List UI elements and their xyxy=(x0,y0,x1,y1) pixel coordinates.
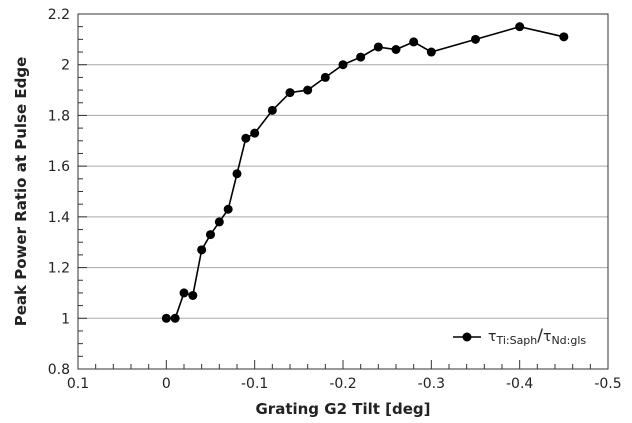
y-tick-labels: 0.8 1 1.2 1.4 1.6 1.8 2 2.2 xyxy=(48,7,70,378)
series-line xyxy=(166,25,564,320)
legend-tau-1: τ xyxy=(488,329,496,345)
tick-marks xyxy=(77,13,609,370)
data-point xyxy=(356,52,366,62)
data-point xyxy=(391,45,401,54)
x-tick-label: -0.2 xyxy=(329,376,356,392)
series-points xyxy=(161,22,569,323)
x-tick-labels: 0.1 0 -0.1 -0.2 -0.3 -0.4 -0.5 xyxy=(67,376,622,392)
y-tick-label: 1.8 xyxy=(48,108,70,124)
data-point xyxy=(285,88,295,98)
data-point xyxy=(373,42,383,52)
data-point xyxy=(471,34,480,44)
data-point xyxy=(170,313,180,323)
data-point xyxy=(267,105,277,115)
legend: τTi:Saph/τNd:gls xyxy=(453,326,586,347)
data-point xyxy=(409,37,419,47)
y-axis-title: Peak Power Ratio at Pulse Edge xyxy=(12,57,30,327)
legend-tau-2: τ xyxy=(543,329,551,345)
data-point xyxy=(515,22,525,32)
data-point xyxy=(426,47,436,57)
y-tick-label: 1 xyxy=(61,311,70,327)
data-point xyxy=(338,60,348,70)
x-tick-label: -0.3 xyxy=(418,376,445,392)
x-tick-label: 0 xyxy=(162,376,171,392)
data-point xyxy=(214,217,224,227)
y-tick-label: 1.6 xyxy=(48,159,70,175)
data-point xyxy=(197,245,207,255)
grid-lines xyxy=(78,64,608,319)
y-tick-label: 1.4 xyxy=(48,210,70,226)
data-point xyxy=(232,169,242,179)
x-tick-label: 0.1 xyxy=(67,376,89,392)
legend-label: τTi:Saph/τNd:gls xyxy=(488,326,586,347)
x-axis-title: Grating G2 Tilt [deg] xyxy=(255,400,430,418)
y-tick-label: 1.2 xyxy=(48,261,70,277)
data-point xyxy=(241,133,251,143)
data-point xyxy=(161,313,171,323)
x-tick-label: -0.5 xyxy=(594,376,621,392)
data-point xyxy=(559,32,569,42)
data-point xyxy=(188,290,198,300)
legend-sub-2: Nd:gls xyxy=(551,334,586,347)
x-tick-label: -0.1 xyxy=(241,376,268,392)
data-point xyxy=(223,204,233,214)
data-point xyxy=(206,230,215,240)
legend-marker xyxy=(462,332,472,342)
y-tick-label: 2.2 xyxy=(48,7,70,23)
legend-sub-1: Ti:Saph xyxy=(495,334,537,347)
data-point xyxy=(303,85,313,95)
y-tick-label: 2 xyxy=(61,58,70,74)
data-point xyxy=(320,72,330,82)
x-tick-label: -0.4 xyxy=(506,376,533,392)
data-point xyxy=(250,128,260,138)
legend-slash: / xyxy=(537,326,543,346)
data-point xyxy=(179,288,189,298)
y-tick-label: 0.8 xyxy=(48,362,70,378)
